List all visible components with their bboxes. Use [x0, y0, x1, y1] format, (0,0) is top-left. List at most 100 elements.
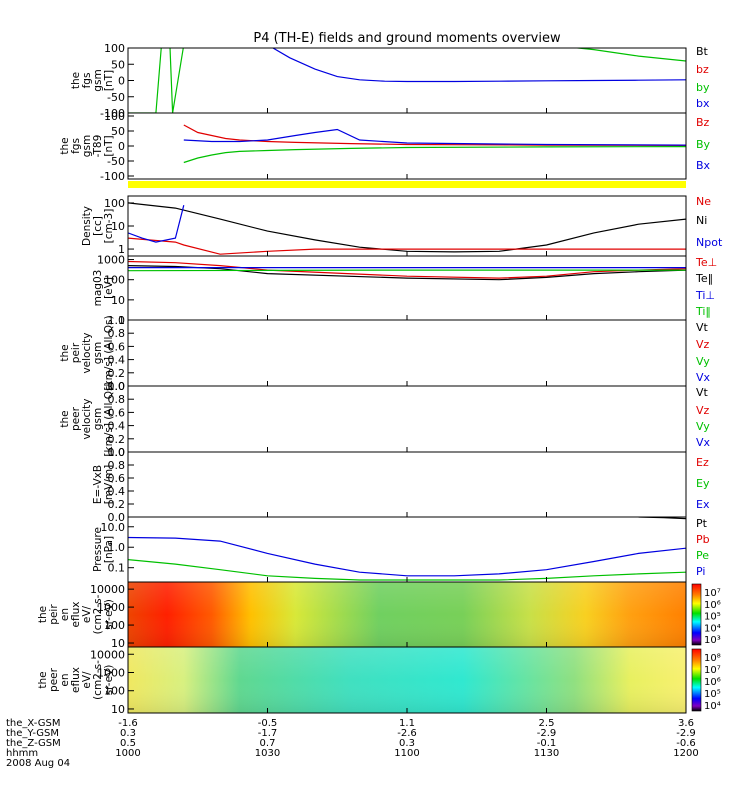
- x-axis-row-label: the_X-GSM: [6, 718, 60, 729]
- y-axis-label: peir: [70, 342, 82, 363]
- panel-frame: [127, 385, 687, 453]
- x-tick-label: -0.5: [258, 718, 278, 729]
- x-axis-row-label: hhmm: [6, 748, 38, 759]
- legend-entry: Te⊥: [695, 256, 717, 269]
- y-tick-label: 0.0: [108, 446, 126, 459]
- y-axis-label: [nT]: [103, 135, 115, 156]
- y-axis-label: peer: [48, 667, 60, 692]
- x-tick-label: 0.5: [120, 738, 136, 749]
- y-axis-label: -T89: [92, 135, 104, 158]
- legend-entry: Ni: [696, 214, 707, 227]
- y-axis-label: [eV]: [103, 277, 115, 299]
- legend-entry: bx: [696, 97, 710, 110]
- x-tick-label: 1000: [115, 748, 140, 759]
- y-axis-label: velocity: [81, 398, 93, 439]
- x-tick-label: -2.9: [676, 728, 696, 739]
- y-axis-label: gsm: [81, 135, 93, 157]
- y-axis-label: gsm: [92, 69, 104, 91]
- panel-fgs: 100 50 0 -50 -100 Bt bz by bx the fgs gsm [nT]: [70, 42, 710, 120]
- y-axis-label: E=-VxB: [92, 465, 104, 504]
- y-tick-label: -100: [100, 170, 125, 183]
- y-tick-label: 1.0: [108, 446, 126, 459]
- spectrogram-shading: [128, 647, 686, 713]
- x-tick-label: 0.3: [120, 728, 136, 739]
- y-tick-label: 0.6: [108, 406, 126, 419]
- x-tick-label: -1.7: [258, 728, 278, 739]
- y-tick-label: 0: [118, 140, 125, 153]
- legend-entry: bz: [696, 63, 709, 76]
- x-axis-row-label: the_Z-GSM: [6, 738, 61, 749]
- legend-entry: by: [696, 81, 710, 94]
- legend-entry: Pb: [696, 533, 710, 546]
- y-tick-label: 10000: [90, 583, 125, 596]
- legend-entry: Pt: [696, 517, 708, 530]
- y-tick-label: 1: [118, 314, 125, 327]
- y-axis-label: gsm: [92, 342, 104, 364]
- y-axis-label: eflux: [70, 667, 82, 693]
- y-axis-label: peir: [48, 604, 60, 625]
- y-axis-label: [cm-3]: [103, 209, 115, 244]
- legend-entry: Vz: [696, 404, 710, 417]
- x-tick-label: 1100: [394, 748, 419, 759]
- x-tick-label: 1.1: [399, 718, 415, 729]
- x-tick-label: -1.6: [118, 718, 138, 729]
- x-tick-label: -2.6: [397, 728, 417, 739]
- y-tick-label: 0.8: [108, 393, 126, 406]
- legend-entry: Vy: [696, 420, 710, 433]
- y-axis-label: eflux: [70, 602, 82, 628]
- y-tick-label: 1: [118, 243, 125, 256]
- y-axis-label: the: [37, 671, 49, 688]
- y-tick-label: 0.6: [108, 472, 126, 485]
- x-tick-label: -2.9: [537, 728, 557, 739]
- x-tick-label: 1130: [534, 748, 559, 759]
- y-axis-label: mag03: [92, 270, 104, 307]
- y-tick-label: 1000: [97, 254, 125, 267]
- x-tick-label: 3.6: [678, 718, 694, 729]
- legend-entry: Ne: [696, 195, 711, 208]
- y-tick-label: 0.4: [108, 485, 126, 498]
- legend-entry: Bz: [696, 116, 710, 129]
- y-axis-label: sr-eV): [103, 665, 115, 696]
- colorbar-tick-label: 10⁵: [704, 689, 721, 700]
- series-line-0: [128, 260, 686, 279]
- series-group: [128, 202, 686, 255]
- y-tick-label: 10000: [90, 648, 125, 661]
- y-axis-label: (cm2-s-: [92, 660, 104, 700]
- series-line-0: [128, 202, 686, 253]
- y-tick-label: 50: [111, 125, 125, 138]
- legend-entry: Ez: [696, 456, 709, 469]
- legend-entry: Ti⊥: [695, 289, 715, 302]
- y-tick-label: 1.0: [108, 380, 126, 393]
- legend-entry: Ti‖: [695, 305, 711, 318]
- y-axis-label: [mV/m]: [103, 465, 115, 504]
- x-tick-label: 1030: [255, 748, 280, 759]
- y-tick-label: 10: [111, 637, 125, 650]
- y-axis-label: peer: [70, 406, 82, 431]
- legend-entry: Vt: [696, 386, 709, 399]
- x-tick-label: -0.1: [537, 738, 557, 749]
- y-axis-label: the: [59, 344, 71, 361]
- panel-frame: [127, 195, 687, 257]
- series-line-1: [128, 559, 686, 581]
- panel-frame: [127, 516, 687, 583]
- y-axis-label: [nT]: [103, 70, 115, 91]
- data-coverage-bar: [128, 181, 686, 188]
- y-tick-label: 1.0: [108, 314, 126, 327]
- y-axis-label: [nPa]: [103, 536, 115, 563]
- panel-temperature: 1000 100 10 1 Te⊥ Te‖ Ti⊥ Ti‖ mag03 [eV]: [92, 254, 717, 327]
- legend-entry: Npot: [696, 236, 723, 249]
- series-line-0: [183, 124, 686, 146]
- y-axis-label: [cc]: [92, 216, 104, 236]
- y-tick-label: 0.6: [108, 340, 126, 353]
- colorbar-tick-label: 10⁷: [704, 665, 721, 676]
- colorbar-tick-label: 10⁴: [704, 623, 721, 634]
- legend-entry: By: [696, 138, 711, 151]
- figure-title: P4 (TH-E) fields and ground moments over…: [253, 31, 561, 46]
- legend-entry: Bx: [696, 159, 711, 172]
- legend-entry: Pe: [696, 549, 709, 562]
- y-tick-label: 0.4: [108, 420, 126, 433]
- legend-entry: Ey: [696, 477, 710, 490]
